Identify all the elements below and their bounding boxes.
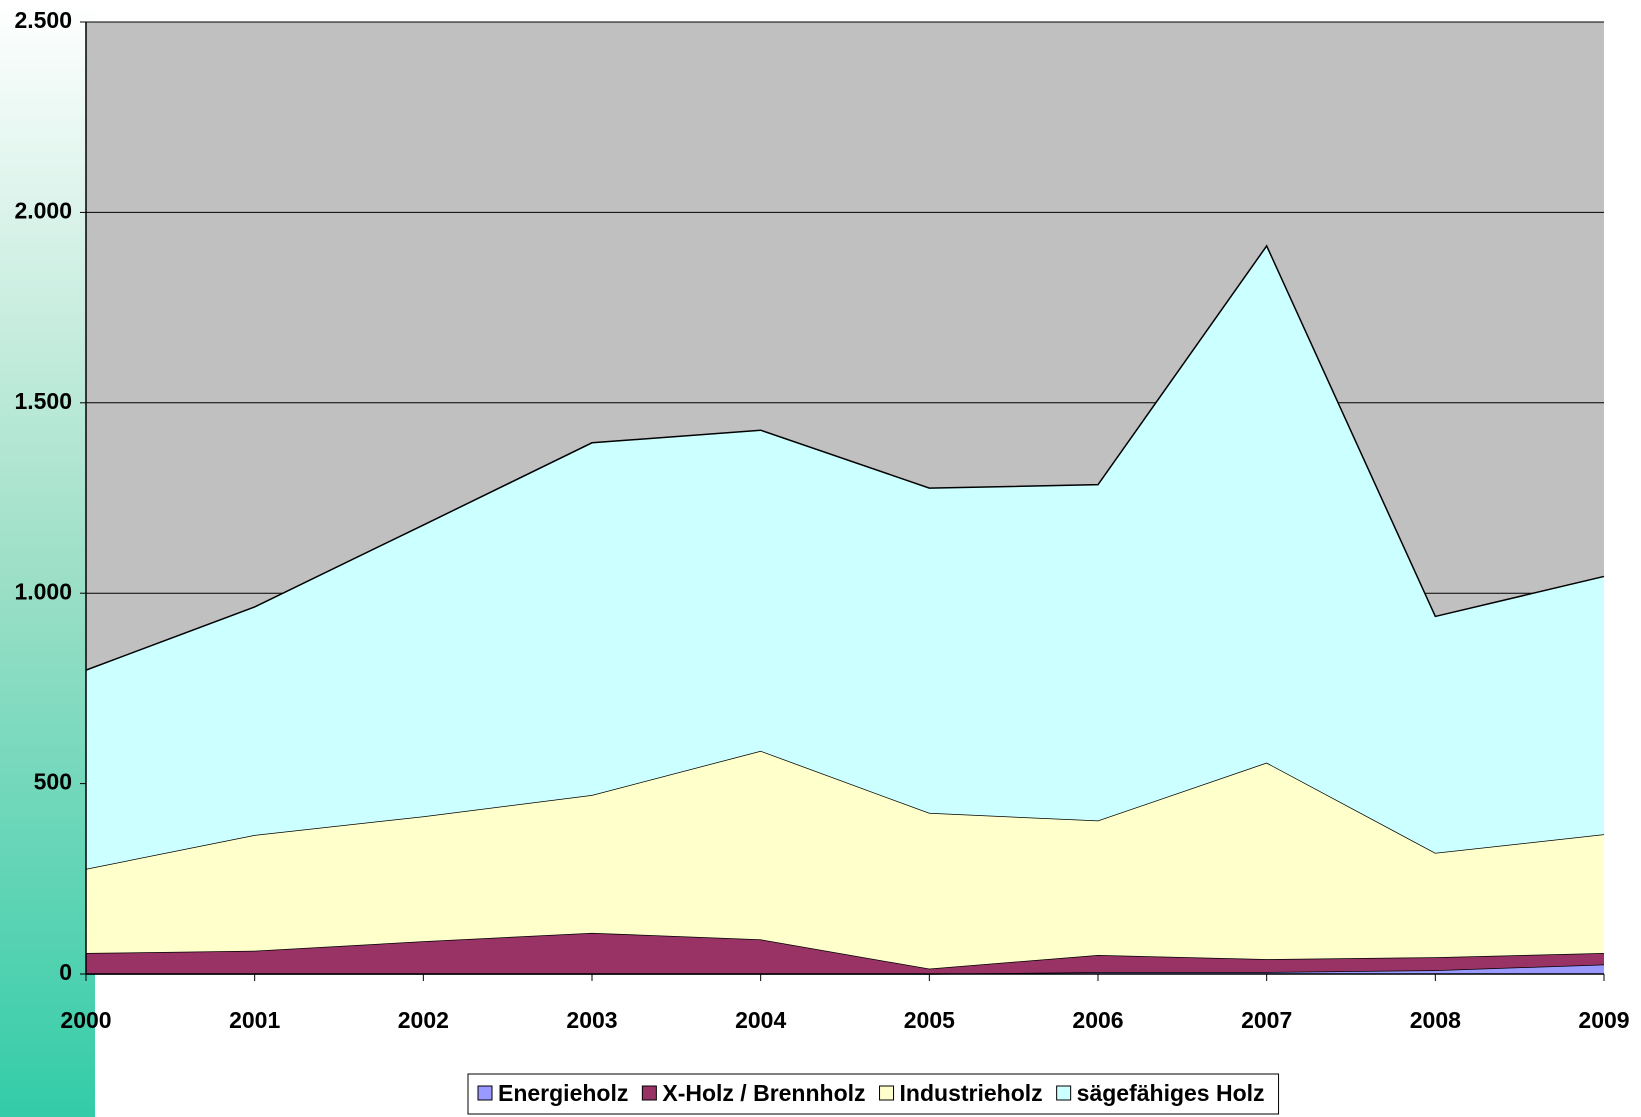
legend-swatch xyxy=(879,1085,895,1101)
x-tick-label: 2000 xyxy=(60,1007,111,1033)
legend-label: Energieholz xyxy=(498,1080,628,1106)
x-tick-label: 2001 xyxy=(229,1007,280,1033)
area xyxy=(86,964,1604,974)
x-tick-label: 2006 xyxy=(1072,1007,1123,1033)
legend-swatch xyxy=(1056,1085,1072,1101)
area-edge xyxy=(85,244,1605,671)
legend-label: sägefähiges Holz xyxy=(1077,1080,1265,1106)
area xyxy=(86,245,1604,869)
x-tick-label: 2007 xyxy=(1241,1007,1292,1033)
legend-box xyxy=(467,1073,1280,1115)
y-tick-label: 2.000 xyxy=(14,197,72,223)
legend-swatch xyxy=(641,1085,657,1101)
side-band xyxy=(0,0,95,1117)
x-tick-label: 2009 xyxy=(1578,1007,1629,1033)
area xyxy=(86,932,1604,974)
legend-label: X-Holz / Brennholz xyxy=(662,1080,865,1106)
y-tick-label: 1.000 xyxy=(14,578,72,604)
x-tick-label: 2002 xyxy=(398,1007,449,1033)
area xyxy=(86,750,1604,969)
legend: Energieholz X-Holz / Brennholz Industrieho… xyxy=(467,1073,1280,1115)
y-tick-label: 2.500 xyxy=(14,7,72,33)
y-tick-label: 0 xyxy=(59,959,72,985)
area-edge xyxy=(85,750,1605,870)
x-tick-label: 2005 xyxy=(904,1007,955,1033)
x-tick-label: 2008 xyxy=(1410,1007,1461,1033)
x-tick-label: 2003 xyxy=(566,1007,617,1033)
y-tick-label: 500 xyxy=(34,769,72,795)
y-tick-label: 1.500 xyxy=(14,388,72,414)
x-tick-label: 2004 xyxy=(735,1007,786,1033)
legend-label: Industrieholz xyxy=(900,1080,1043,1106)
legend-swatch xyxy=(477,1085,493,1101)
